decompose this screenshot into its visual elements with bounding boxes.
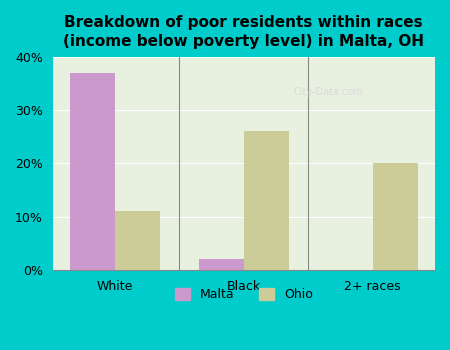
Bar xyxy=(373,163,418,270)
Title: Breakdown of poor residents within races
(income below poverty level) in Malta, : Breakdown of poor residents within races… xyxy=(63,15,424,49)
Bar xyxy=(244,131,289,270)
Bar xyxy=(70,73,115,270)
Bar xyxy=(199,259,244,270)
Text: City-Data.com: City-Data.com xyxy=(293,87,363,97)
Legend: Malta, Ohio: Malta, Ohio xyxy=(170,282,318,306)
Bar xyxy=(115,211,160,270)
